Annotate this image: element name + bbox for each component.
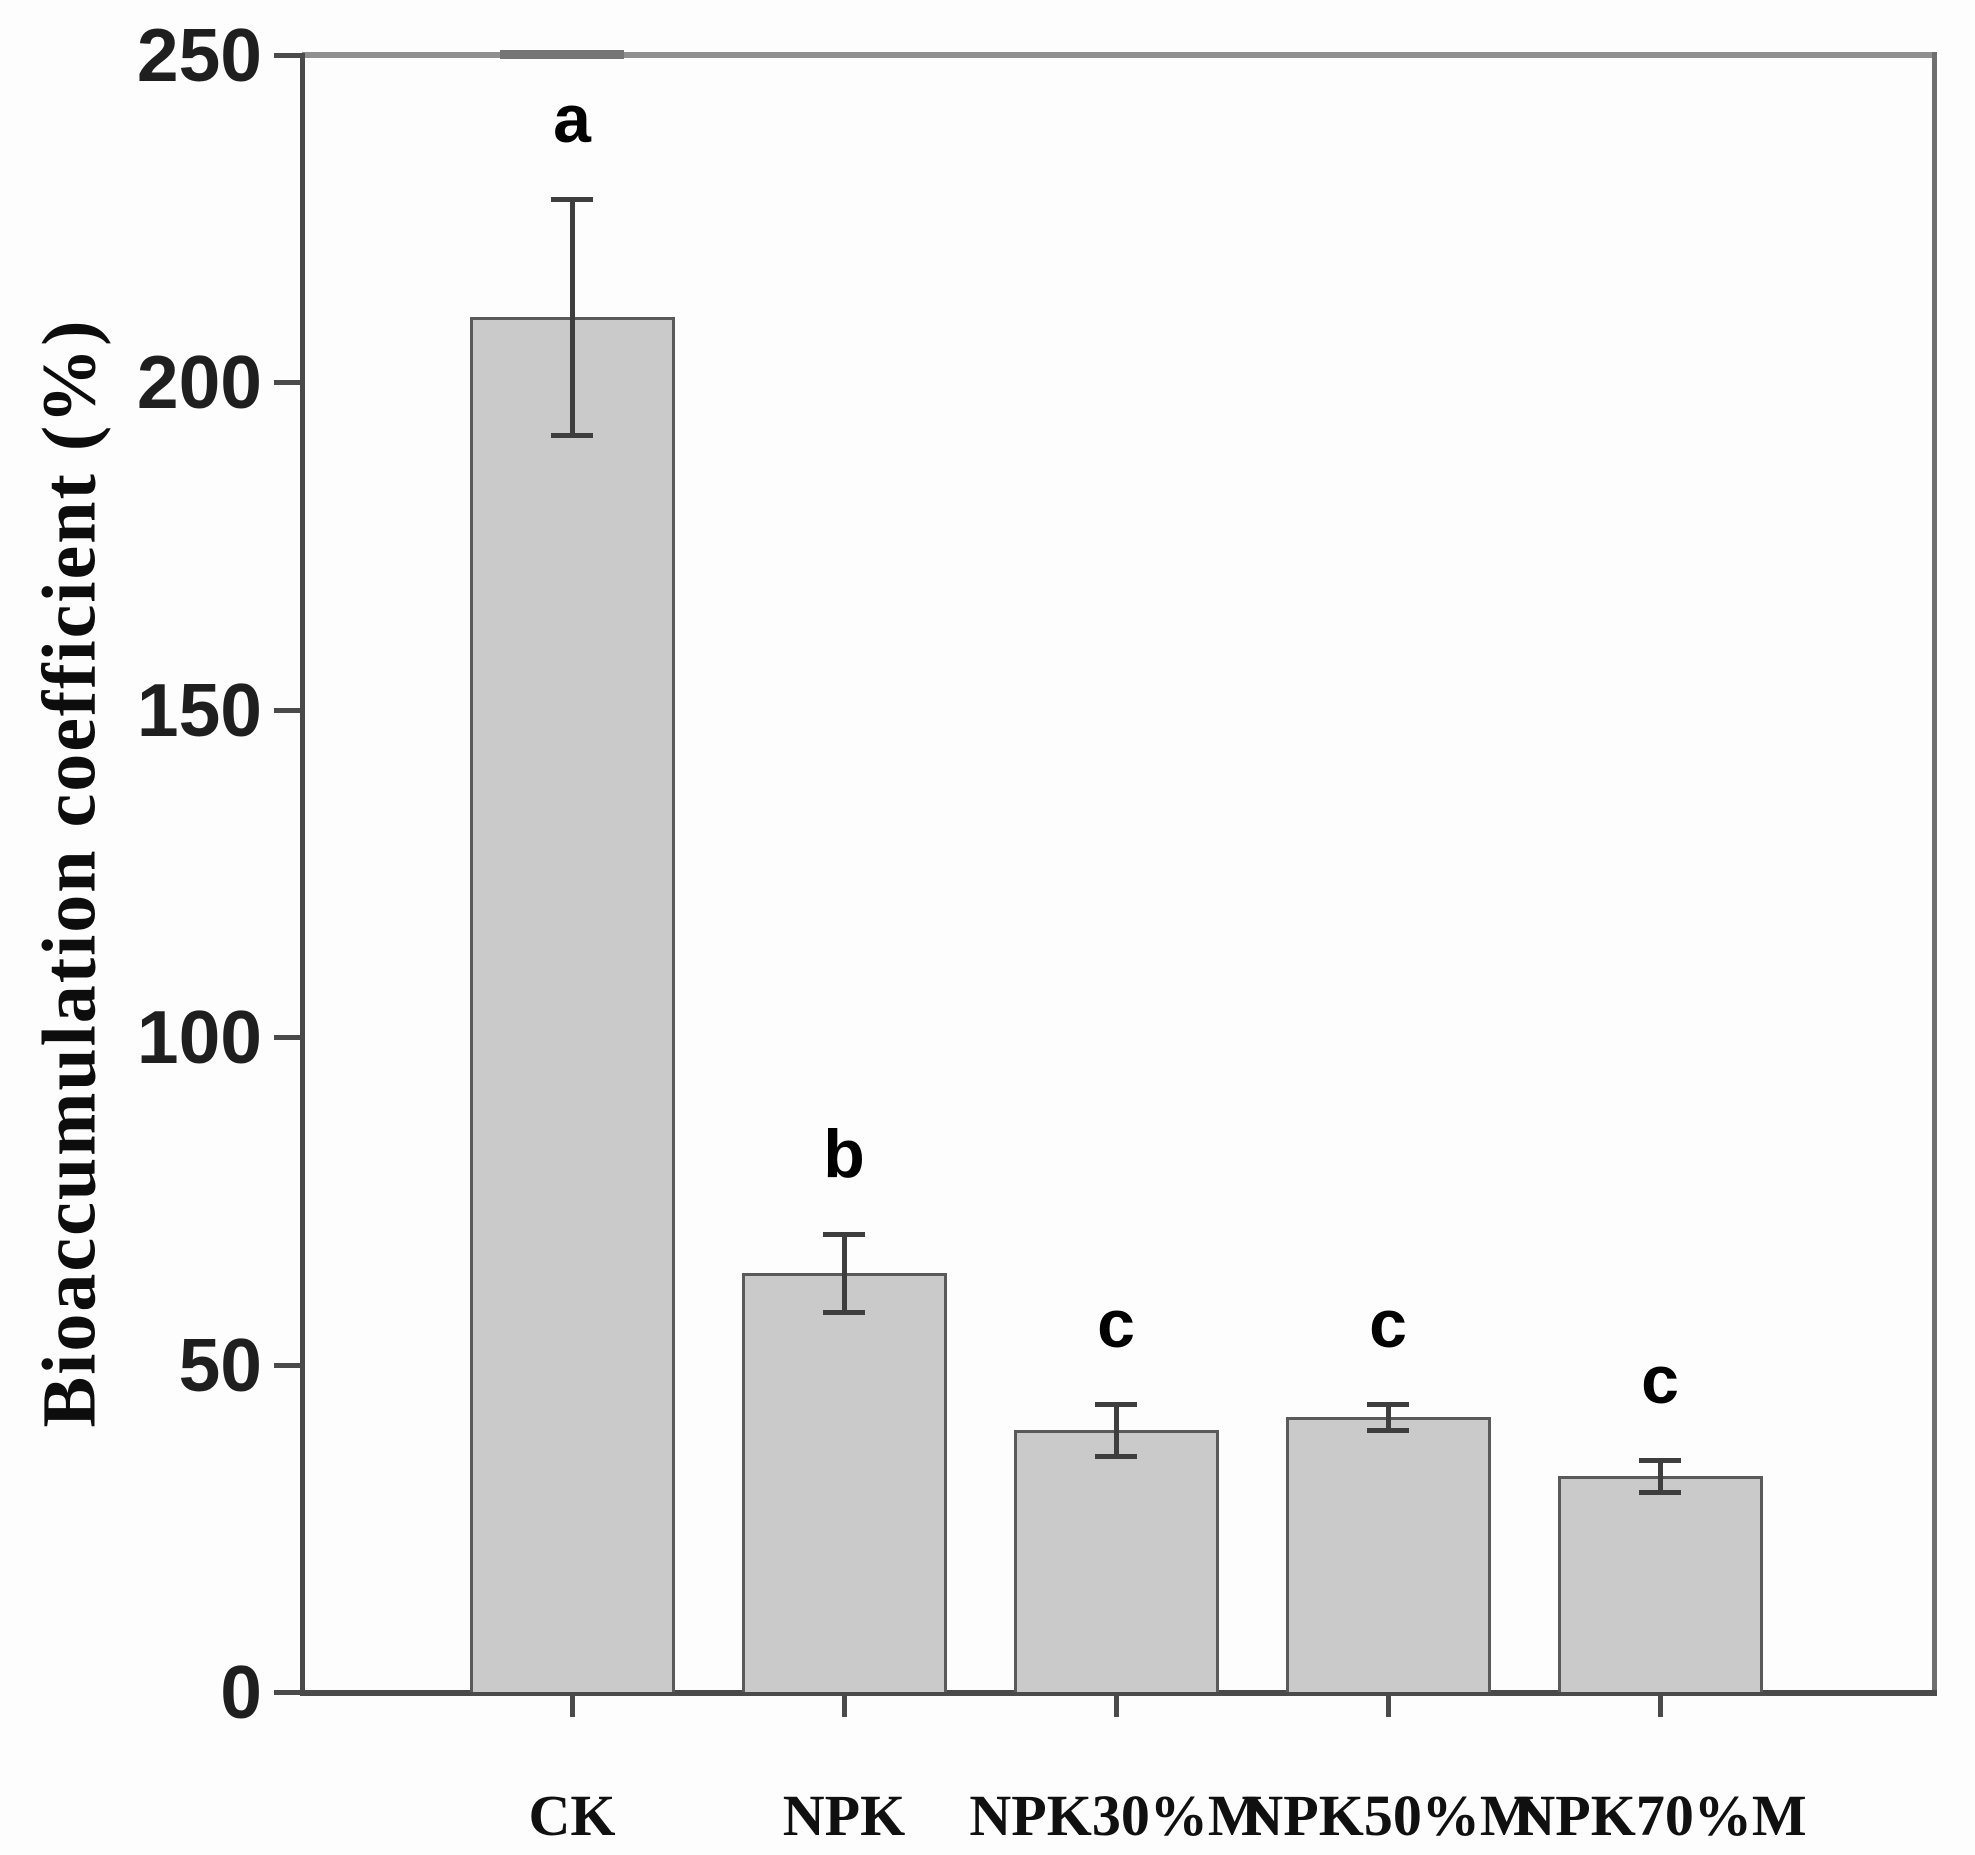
y-tick-label: 50	[178, 1322, 262, 1407]
y-tick-label: 0	[220, 1650, 262, 1734]
y-tick-label: 100	[136, 995, 262, 1080]
error-bar-cap-top	[1095, 1401, 1137, 1407]
error-bar-cap-top	[551, 197, 593, 203]
y-axis-title: Bioaccumulation coefficient (%)	[27, 318, 112, 1428]
error-bar-cap-top	[1639, 1457, 1681, 1463]
bar	[741, 1272, 947, 1692]
bar	[1557, 1475, 1763, 1692]
y-tick	[274, 1362, 302, 1368]
x-tick	[570, 1696, 575, 1717]
error-bar-line	[842, 1233, 847, 1313]
sig-letter: c	[1641, 1341, 1679, 1418]
y-tick-label: 150	[136, 667, 262, 752]
y-tick	[274, 53, 302, 58]
y-tick	[274, 1035, 302, 1041]
x-tick	[1386, 1696, 1391, 1717]
error-bar-line	[570, 199, 575, 435]
error-bar-line	[1658, 1459, 1663, 1493]
x-category-label: NPK	[782, 1783, 906, 1848]
x-category-label: NPK70%M	[1513, 1783, 1807, 1848]
y-tick	[274, 707, 302, 713]
y-tick-label: 250	[136, 13, 262, 97]
bar	[469, 316, 675, 1692]
sig-letter: c	[1097, 1285, 1135, 1362]
sig-letter: c	[1369, 1285, 1407, 1362]
y-tick	[274, 1690, 302, 1695]
x-category-label: CK	[528, 1783, 616, 1848]
x-tick	[1114, 1696, 1119, 1717]
x-tick	[1658, 1696, 1663, 1717]
error-bar-cap-bottom	[551, 432, 593, 438]
error-bar-cap-bottom	[1095, 1454, 1137, 1460]
bar	[1013, 1430, 1219, 1692]
error-bar-cap-bottom	[1639, 1490, 1681, 1496]
x-category-label: NPK50%M	[1241, 1783, 1535, 1848]
error-bar-cap-top	[1367, 1401, 1409, 1407]
error-bar-cap-bottom	[1367, 1428, 1409, 1434]
error-bar-cap-top	[823, 1231, 865, 1237]
y-tick	[274, 380, 302, 386]
y-tick-label: 200	[136, 340, 262, 425]
error-bar-line	[1386, 1403, 1391, 1431]
error-bar-cap-bottom	[823, 1310, 865, 1316]
x-category-label: NPK30%M	[969, 1783, 1263, 1848]
top-frame-artifact	[500, 50, 624, 59]
bar	[1285, 1416, 1491, 1692]
y-axis-line	[300, 53, 305, 1694]
x-tick	[842, 1696, 847, 1717]
sig-letter: a	[553, 81, 591, 158]
sig-letter: b	[823, 1115, 865, 1192]
error-bar-line	[1114, 1403, 1119, 1457]
top-frame-line	[302, 52, 1937, 58]
right-frame-line	[1932, 52, 1937, 1696]
x-axis-line	[300, 1690, 1937, 1696]
